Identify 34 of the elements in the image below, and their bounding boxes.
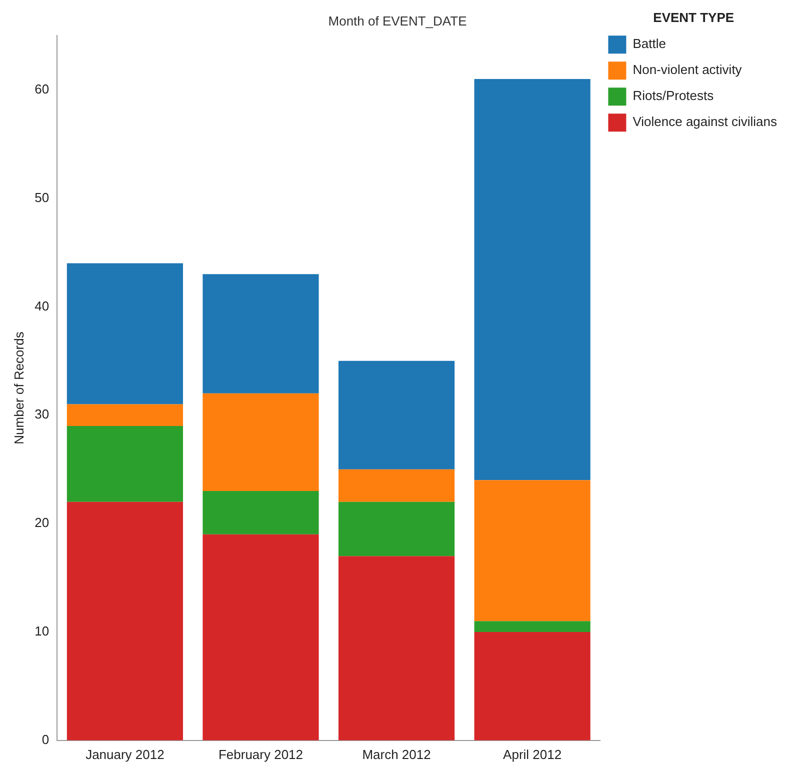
legend-label: Violence against civilians <box>632 114 778 130</box>
bar <box>66 426 184 502</box>
legend-label: Non-violent activity <box>632 62 742 78</box>
bar <box>474 480 590 622</box>
y-tick-label: 50 <box>34 190 50 205</box>
x-tick-label: March 2012 <box>362 746 431 762</box>
y-tick-label: 60 <box>34 81 50 96</box>
bar <box>202 534 319 740</box>
y-tick-label: 20 <box>34 515 50 530</box>
bar <box>474 78 590 480</box>
bar <box>474 632 590 740</box>
chart-title: Month of EVENT_DATE <box>328 13 468 28</box>
bar <box>474 621 590 632</box>
bar <box>66 263 184 404</box>
x-tick-label: April 2012 <box>503 746 562 762</box>
bar <box>338 360 455 470</box>
bar <box>338 502 455 556</box>
bar <box>338 469 455 502</box>
bar <box>202 274 319 394</box>
bar <box>338 556 455 740</box>
y-tick-label: 40 <box>34 298 50 314</box>
y-tick-label: 10 <box>34 624 50 639</box>
y-tick-label: 30 <box>34 406 50 422</box>
bar <box>202 393 319 492</box>
x-tick-label: January 2012 <box>86 746 164 762</box>
y-tick-label: 0 <box>42 732 50 747</box>
legend-label: Battle <box>632 36 666 52</box>
y-axis-title: Number of Records <box>11 331 26 444</box>
bar <box>202 491 319 534</box>
x-tick-label: February 2012 <box>218 746 304 762</box>
legend-title: EVENT TYPE <box>653 10 734 26</box>
legend-label: Riots/Protests <box>632 88 714 104</box>
bar <box>66 404 184 426</box>
bar <box>66 502 184 740</box>
